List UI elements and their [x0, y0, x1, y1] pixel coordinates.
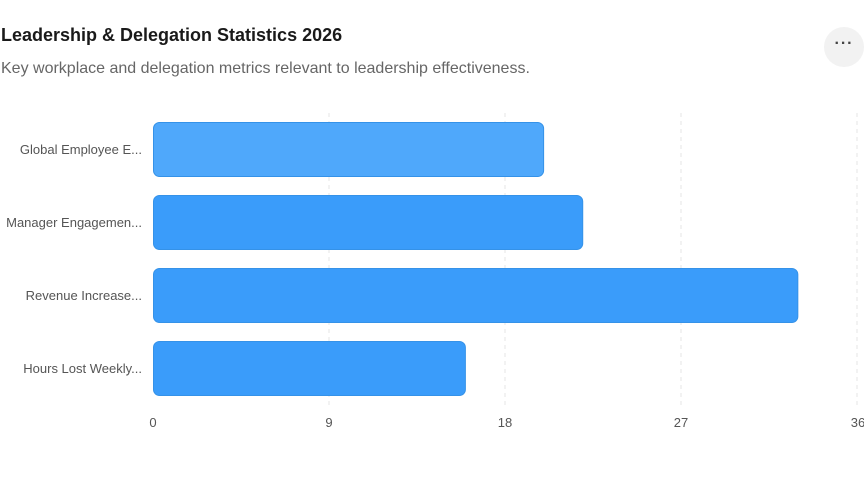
bar — [153, 268, 799, 323]
more-options-button[interactable]: ··· — [824, 27, 864, 67]
category-label: Hours Lost Weekly... — [23, 361, 142, 376]
x-tick-label: 18 — [498, 415, 512, 430]
x-tick-label: 27 — [674, 415, 688, 430]
category-label: Manager Engagemen... — [6, 215, 142, 230]
chart-title: Leadership & Delegation Statistics 2026 — [1, 25, 343, 45]
bar — [153, 341, 466, 396]
more-horizontal-icon: ··· — [834, 35, 854, 52]
x-tick-label: 36 — [851, 415, 864, 430]
x-tick-label: 0 — [149, 415, 156, 430]
x-tick-label: 9 — [325, 415, 332, 430]
chart-subtitle: Key workplace and delegation metrics rel… — [1, 60, 530, 77]
bar — [153, 122, 545, 177]
bar — [153, 195, 584, 250]
category-label: Revenue Increase... — [26, 288, 142, 303]
category-label: Global Employee E... — [20, 142, 142, 157]
